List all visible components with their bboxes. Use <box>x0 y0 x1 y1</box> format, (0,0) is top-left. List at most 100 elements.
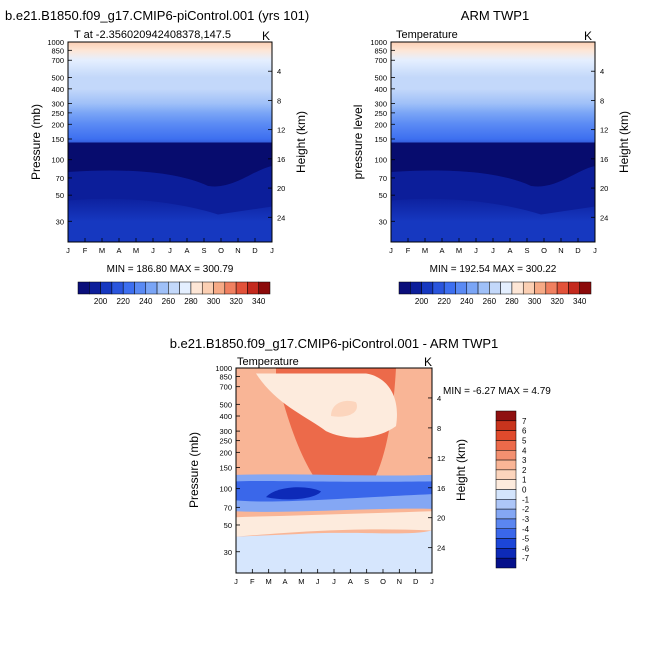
colorbar-label: 6 <box>522 427 527 436</box>
xtick-label: A <box>348 577 353 586</box>
height-tick-label: 16 <box>277 155 285 164</box>
panel-model-colorbar: 200 220 240 260 280 300 320 340 <box>77 281 271 306</box>
xtick-label: M <box>422 246 428 255</box>
ytick-label: 200 <box>51 120 64 129</box>
panel-diff-ylabel: Pressure (mb) <box>187 432 201 508</box>
contour-region <box>256 373 397 438</box>
ytick-label: 1000 <box>47 38 64 47</box>
xtick-label: S <box>524 246 529 255</box>
height-tick-label: 20 <box>277 184 285 193</box>
panel-diff-title: b.e21.B1850.f09_g17.CMIP6-piControl.001 … <box>170 336 499 351</box>
panel-diff-height-labels: 24 20 16 12 8 4 <box>428 394 445 553</box>
colorbar-label: 0 <box>522 486 527 495</box>
colorbar-swatch <box>500 281 513 295</box>
panel-model-stats: MIN = 186.80 MAX = 300.79 <box>107 264 234 275</box>
ytick-label: 300 <box>219 427 232 436</box>
xtick-label: J <box>66 246 70 255</box>
ytick-label: 150 <box>374 135 387 144</box>
colorbar-swatch <box>495 469 517 480</box>
colorbar-swatch <box>224 281 237 295</box>
xtick-label: A <box>184 246 189 255</box>
ytick-label: 100 <box>51 156 64 165</box>
panel-obs-ylabel: pressure level <box>351 105 365 180</box>
colorbar-swatch <box>495 459 517 471</box>
colorbar-swatch <box>111 281 124 295</box>
colorbar-label: 200 <box>94 297 108 306</box>
height-tick-label: 12 <box>437 454 445 463</box>
xtick-label: A <box>116 246 121 255</box>
colorbar-swatch <box>495 518 517 529</box>
ytick-label: 500 <box>374 73 387 82</box>
contour-region <box>236 511 432 537</box>
xtick-label: J <box>430 577 434 586</box>
colorbar-label: 280 <box>505 297 519 306</box>
ytick-label: 50 <box>379 191 387 200</box>
height-tick-label: 20 <box>600 184 608 193</box>
ytick-label: 30 <box>56 217 64 226</box>
colorbar-swatch <box>100 281 113 295</box>
height-tick-label: 4 <box>437 394 441 403</box>
colorbar-label: 300 <box>528 297 542 306</box>
contour-region <box>331 400 357 417</box>
ytick-label: 250 <box>219 437 232 446</box>
ytick-label: 850 <box>219 373 232 382</box>
colorbar-label: 240 <box>460 297 474 306</box>
ytick-label: 70 <box>379 174 387 183</box>
colorbar-swatch <box>522 281 535 295</box>
panel-obs-title: ARM TWP1 <box>461 8 529 23</box>
colorbar-label: 3 <box>522 456 527 465</box>
panel-model-title: b.e21.B1850.f09_g17.CMIP6-piControl.001 … <box>5 8 309 23</box>
ytick-label: 50 <box>224 521 232 530</box>
panel-diff-contour-overlays <box>236 368 432 537</box>
xtick-label: F <box>406 246 411 255</box>
colorbar-label: 340 <box>252 297 266 306</box>
panel-model-subtitle: T at -2.356020942408378,147.5 <box>74 29 231 41</box>
ytick-label: 200 <box>374 120 387 129</box>
colorbar-label: -7 <box>522 554 530 563</box>
colorbar-swatch <box>432 281 445 295</box>
colorbar-swatch <box>495 430 517 441</box>
xtick-label: M <box>133 246 139 255</box>
ytick-label: 200 <box>219 448 232 457</box>
colorbar-label: 4 <box>522 446 527 455</box>
xtick-label: F <box>83 246 88 255</box>
contour-band-lower-strat <box>68 165 272 215</box>
ytick-label: 1000 <box>370 38 387 47</box>
colorbar-swatch <box>190 281 203 295</box>
panel-diff-subtitle: Temperature <box>237 356 299 368</box>
colorbar-label: 300 <box>207 297 221 306</box>
height-tick-label: 20 <box>437 514 445 523</box>
xtick-label: J <box>593 246 597 255</box>
panel-obs: ARM TWP1 Temperature K 30 50 70 100 150 200 25… <box>351 8 631 306</box>
panel-model-ylabel: Pressure (mb) <box>29 104 43 180</box>
colorbar-label: -1 <box>522 495 530 504</box>
colorbar-swatch <box>495 557 517 569</box>
colorbar-label: 260 <box>162 297 176 306</box>
colorbar-swatch <box>213 281 226 295</box>
colorbar-label: 280 <box>184 297 198 306</box>
panel-diff-stats: MIN = -6.27 MAX = 4.79 <box>443 386 551 397</box>
colorbar-swatch <box>495 440 517 451</box>
height-tick-label: 8 <box>437 424 441 433</box>
colorbar-label: 320 <box>229 297 243 306</box>
panel-model-contour-overlays <box>68 142 272 215</box>
panel-obs-height-labels: 24 20 16 12 8 4 <box>591 67 608 222</box>
xtick-label: N <box>397 577 402 586</box>
colorbar-swatch <box>495 450 517 461</box>
ytick-label: 100 <box>374 156 387 165</box>
xtick-label: J <box>474 246 478 255</box>
colorbar-label: 260 <box>483 297 497 306</box>
xtick-label: J <box>491 246 495 255</box>
xtick-label: A <box>282 577 287 586</box>
ytick-label: 30 <box>379 217 387 226</box>
xtick-label: M <box>99 246 105 255</box>
colorbar-swatch <box>495 479 517 490</box>
xtick-label: A <box>439 246 444 255</box>
colorbar-swatch <box>455 281 468 295</box>
ytick-label: 150 <box>219 463 232 472</box>
colorbar-swatch <box>495 410 517 422</box>
xtick-label: A <box>507 246 512 255</box>
colorbar-swatch <box>145 281 158 295</box>
panel-model-height-labels: 24 20 16 12 8 4 <box>268 67 285 222</box>
